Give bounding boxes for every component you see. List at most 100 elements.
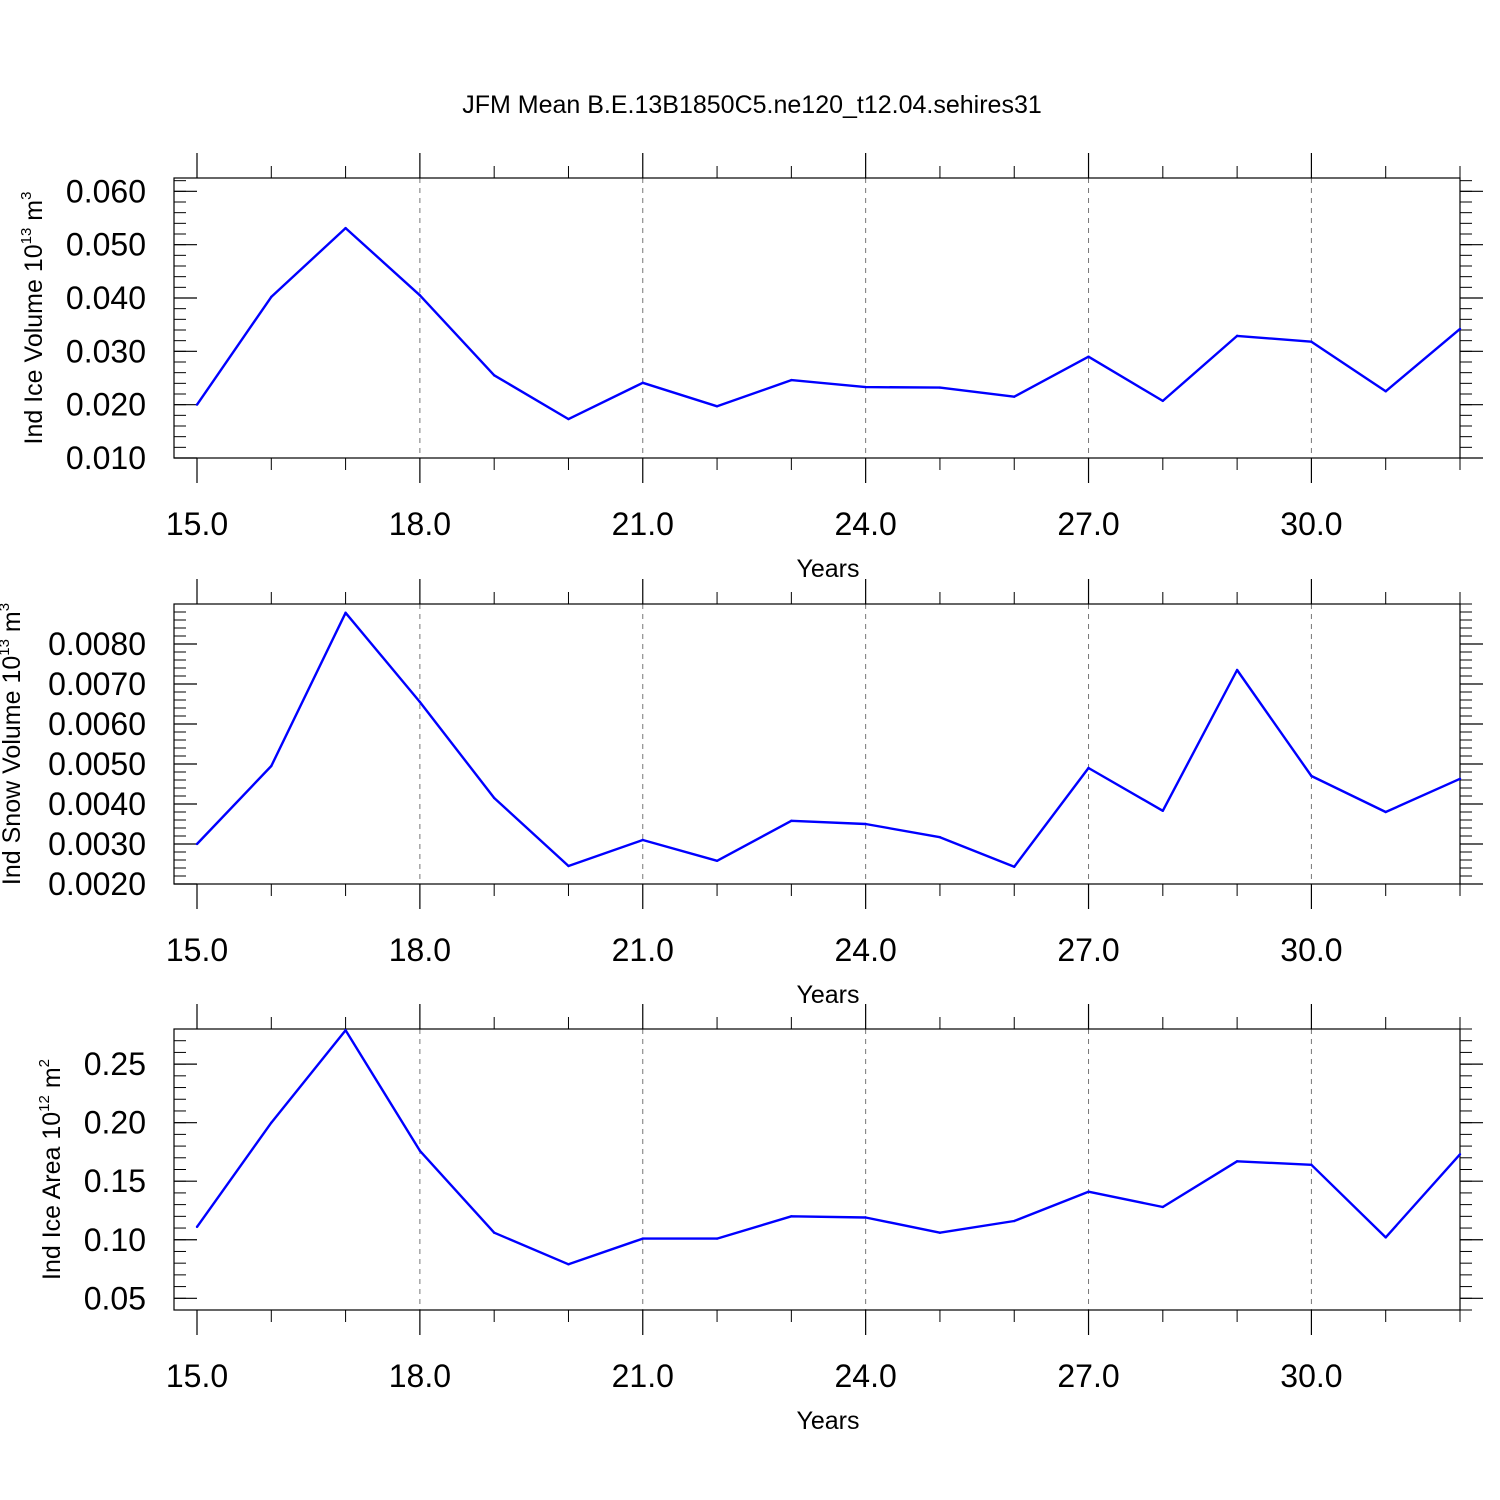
data-point [864, 1216, 867, 1219]
panel-3: 15.0 18.0 21.0 24.0 27.0 30.0 0.05 0.10 0.15 0.20… [36, 1004, 1483, 1435]
y-tick-label: 0.0070 [48, 666, 146, 702]
data-point [418, 294, 422, 297]
data-point [790, 819, 793, 822]
data-point [1013, 1219, 1016, 1223]
data-point [1384, 390, 1387, 393]
y-axis-label: Ind Snow Volume 1013 m3 [0, 603, 26, 885]
data-point [344, 226, 347, 230]
y-tick-label: 0.040 [66, 280, 146, 316]
panel-1: 15.0 18.0 21.0 24.0 27.0 30.0 0.010 0.020 0.030 0… [18, 153, 1483, 583]
x-tick-label: 24.0 [835, 1358, 897, 1394]
data-point [567, 417, 570, 421]
x-tick-label: 21.0 [612, 1358, 674, 1394]
data-point [641, 838, 644, 842]
data-point [344, 611, 347, 614]
x-tick-label: 18.0 [389, 1358, 451, 1394]
x-tick-label: 18.0 [389, 932, 451, 968]
data-point [195, 403, 199, 406]
data-point [1235, 668, 1239, 672]
y-axis-label-exponent: 13 [18, 228, 35, 245]
y-axis-label-exponent: 12 [36, 1095, 53, 1112]
x-axis-label: Years [796, 555, 859, 583]
plot-frame [173, 603, 1461, 885]
series-line [196, 1028, 1461, 1266]
x-axis-label: Years [796, 1407, 859, 1435]
data-point [270, 1121, 273, 1124]
data-point [1235, 334, 1239, 338]
y-tick-label: 0.25 [84, 1046, 146, 1082]
y-axis-label: Ind Ice Area 1012 m2 [36, 1059, 66, 1280]
data-point [1458, 327, 1462, 331]
y-axis-label-unit: m [0, 611, 26, 639]
x-tick-label: 15.0 [166, 932, 228, 968]
figure-title: JFM Mean B.E.13B1850C5.ne120_t12.04.sehi… [462, 91, 1042, 119]
y-axis-label-unit: m [38, 1067, 66, 1095]
y-tick-label: 0.15 [84, 1163, 146, 1199]
data-point [567, 864, 570, 868]
x-tick-label: 27.0 [1057, 932, 1119, 968]
y-tick-label: 0.010 [66, 440, 146, 476]
data-point [1458, 1153, 1462, 1156]
y-tick-label: 0.20 [84, 1105, 146, 1141]
x-axis-label: Years [796, 981, 859, 1009]
y-tick-label: 0.0030 [48, 826, 146, 862]
data-point [864, 385, 867, 389]
y-tick-label: 0.05 [84, 1280, 146, 1316]
data-point [270, 295, 273, 299]
y-tick-label: 0.0060 [48, 706, 146, 742]
data-point [1235, 1160, 1239, 1163]
data-point [195, 1225, 199, 1229]
data-point [1310, 774, 1313, 778]
y-tick-label: 0.0080 [48, 626, 146, 662]
y-axis-label-unit-exponent: 3 [0, 603, 13, 611]
panel-2: 15.0 18.0 21.0 24.0 27.0 30.0 0.0020 0.0030 0.00… [0, 579, 1483, 1009]
data-point [1087, 1190, 1090, 1193]
data-point [1161, 809, 1165, 812]
data-point [715, 405, 719, 408]
data-point [1013, 395, 1016, 398]
x-tick-label: 24.0 [835, 932, 897, 968]
x-tick-label: 30.0 [1280, 506, 1342, 542]
data-point [195, 842, 199, 846]
data-point [270, 764, 273, 768]
plot-frame [173, 1028, 1461, 1311]
x-tick-label: 24.0 [835, 506, 897, 542]
y-axis-label-base: Ind Ice Area 10 [38, 1112, 66, 1280]
data-point [1310, 1163, 1313, 1167]
data-point [1087, 355, 1090, 358]
x-tick-label: 15.0 [166, 506, 228, 542]
data-point [418, 700, 422, 704]
x-tick-label: 30.0 [1280, 932, 1342, 968]
plot-frame [173, 177, 1461, 459]
data-point [790, 378, 793, 382]
y-tick-label: 0.060 [66, 173, 146, 209]
data-point [492, 1231, 496, 1234]
y-axis-label-unit: m [20, 200, 48, 228]
data-point [938, 386, 942, 389]
y-axis-label-base: Ind Snow Volume 10 [0, 656, 26, 885]
x-tick-label: 21.0 [612, 932, 674, 968]
y-tick-label: 0.0020 [48, 866, 146, 902]
data-point [1384, 810, 1387, 814]
data-point [492, 374, 496, 377]
data-point [1161, 399, 1165, 403]
y-tick-label: 0.050 [66, 227, 146, 263]
data-point [418, 1149, 422, 1152]
x-tick-label: 27.0 [1057, 1358, 1119, 1394]
data-point [1013, 865, 1016, 868]
data-point [864, 822, 867, 826]
y-axis-label-base: Ind Ice Volume 10 [20, 244, 48, 444]
data-point [1161, 1205, 1165, 1209]
data-point [715, 859, 719, 862]
y-tick-label: 0.020 [66, 387, 146, 423]
data-point [1384, 1236, 1387, 1239]
y-tick-label: 0.030 [66, 333, 146, 369]
data-point [492, 796, 496, 800]
x-tick-label: 30.0 [1280, 1358, 1342, 1394]
data-point [641, 381, 644, 384]
data-point [344, 1028, 347, 1032]
series-line [196, 611, 1461, 868]
data-point [938, 836, 942, 839]
x-tick-label: 15.0 [166, 1358, 228, 1394]
